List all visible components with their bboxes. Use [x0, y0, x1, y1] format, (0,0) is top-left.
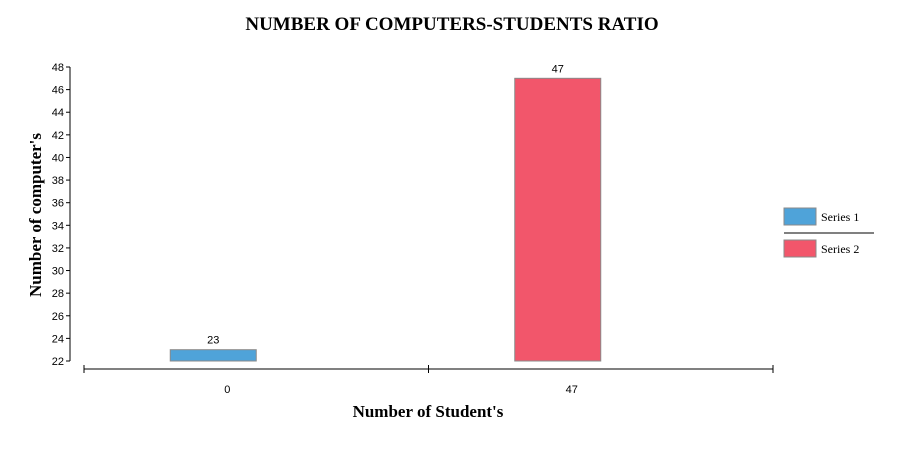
y-axis: 22 24 26 28 30 32 34 36 38 40 42 44 46 48 [52, 62, 71, 368]
x-tick-label: 0 [224, 384, 230, 396]
legend-label: Series 1 [821, 210, 859, 224]
y-tick-label: 44 [52, 107, 64, 119]
bar [514, 77, 602, 362]
x-axis: 0 47 [83, 365, 774, 396]
data-label: 47 [552, 63, 564, 75]
y-tick-label: 38 [52, 175, 64, 187]
bars: 23 47 [169, 63, 602, 362]
legend-label: Series 2 [821, 242, 859, 256]
y-tick-label: 32 [52, 243, 64, 255]
chart-title: NUMBER OF COMPUTERS-STUDENTS RATIO [245, 14, 658, 35]
y-tick-label: 26 [52, 311, 64, 323]
y-tick-label: 46 [52, 85, 64, 97]
legend-swatch [783, 207, 817, 226]
x-tick-label: 47 [566, 384, 578, 396]
y-tick-label: 36 [52, 198, 64, 210]
x-axis-title: Number of Student's [353, 402, 504, 421]
y-tick-label: 30 [52, 266, 64, 278]
y-tick-label: 34 [52, 220, 64, 232]
y-tick-label: 48 [52, 62, 64, 74]
bar [169, 349, 257, 362]
y-tick-label: 28 [52, 288, 64, 300]
y-tick-label: 22 [52, 356, 64, 368]
legend: Series 1 Series 2 [783, 207, 874, 258]
y-tick-label: 40 [52, 152, 64, 164]
data-label: 23 [207, 335, 219, 347]
y-axis-title: Number of computer's [26, 133, 45, 297]
legend-swatch [783, 239, 817, 258]
y-tick-label: 24 [52, 333, 64, 345]
y-tick-label: 42 [52, 130, 64, 142]
